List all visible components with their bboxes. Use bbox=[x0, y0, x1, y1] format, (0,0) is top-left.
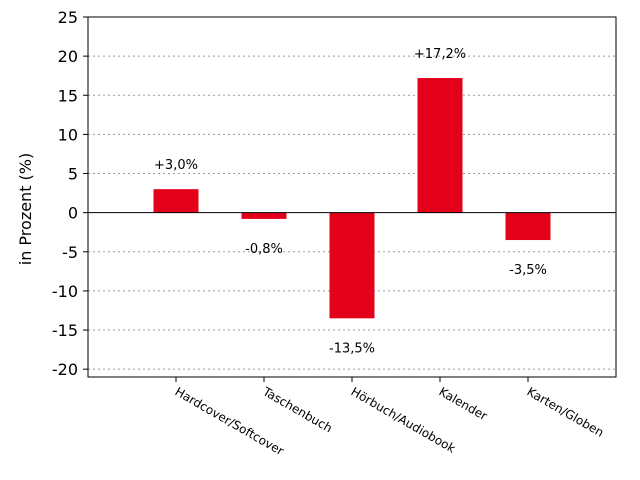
x-tick-label: Kalender bbox=[437, 384, 490, 423]
data-label: +17,2% bbox=[414, 47, 466, 62]
data-labels: +3,0% -0,8% -13,5% +17,2% -3,5% bbox=[154, 47, 547, 356]
y-tick-label: -15 bbox=[52, 321, 78, 340]
y-tick-label: -5 bbox=[62, 243, 78, 262]
y-tick-label: 0 bbox=[68, 204, 78, 223]
bar bbox=[329, 212, 375, 319]
bar bbox=[241, 212, 287, 219]
y-tick-label: -20 bbox=[52, 360, 78, 379]
bar bbox=[417, 78, 463, 213]
bar bbox=[505, 212, 551, 241]
data-label: -3,5% bbox=[509, 263, 547, 278]
y-axis-label: in Prozent (%) bbox=[16, 153, 35, 265]
y-tick-label: 25 bbox=[58, 8, 78, 27]
data-label: -13,5% bbox=[329, 341, 375, 356]
y-tick-label: -10 bbox=[52, 282, 78, 301]
x-tick-label: Taschenbuch bbox=[260, 384, 335, 435]
bars bbox=[153, 78, 551, 319]
data-label: +3,0% bbox=[154, 158, 198, 173]
y-tick-label: 15 bbox=[58, 86, 78, 105]
y-tick-label: 10 bbox=[58, 125, 78, 144]
y-tick-label: 20 bbox=[58, 47, 78, 66]
bar bbox=[153, 189, 199, 213]
y-tick-label: 5 bbox=[68, 165, 78, 184]
data-label: -0,8% bbox=[245, 242, 283, 257]
x-tick-label: Karten/Globen bbox=[525, 384, 607, 439]
y-axis-ticks: 25 20 15 10 5 0 -5 -10 -15 -20 bbox=[52, 8, 88, 379]
